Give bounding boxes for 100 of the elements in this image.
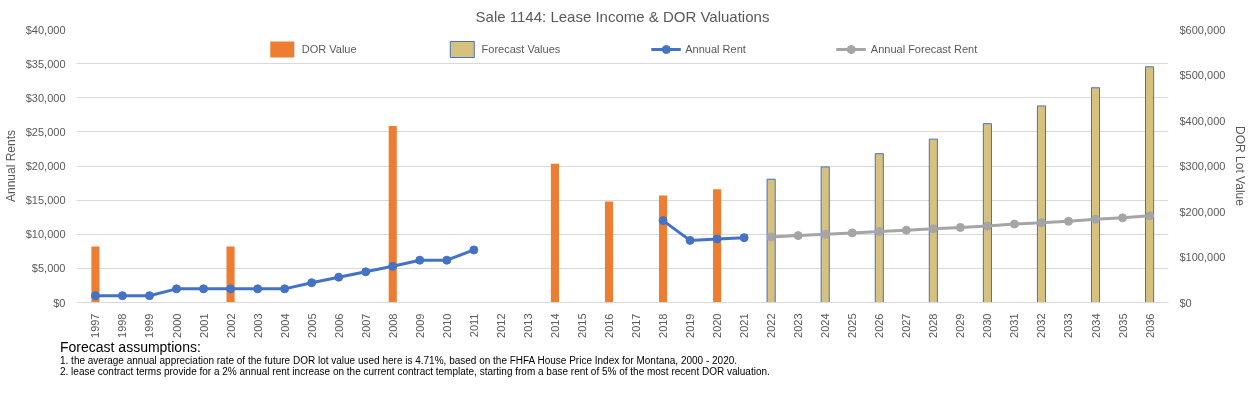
y2-tick-label: $100,000: [1179, 251, 1226, 263]
x-tick-label: 2031: [1008, 313, 1021, 338]
bar: [982, 123, 992, 303]
bar: [820, 166, 830, 303]
point: [928, 224, 938, 234]
y2-tick-label: $0: [1179, 296, 1192, 309]
x-tick-label: 2002: [224, 313, 237, 338]
x-tick-label: 2019: [684, 313, 697, 338]
legend-label: Annual Forecast Rent: [870, 43, 978, 55]
point: [1063, 216, 1073, 226]
x-tick-label: 2015: [575, 313, 588, 338]
point: [1036, 218, 1046, 228]
y-tick-label: $40,000: [25, 23, 66, 36]
point: [658, 216, 668, 226]
bar: [713, 189, 722, 303]
point: [766, 232, 776, 242]
x-tick-label: 2010: [440, 313, 453, 338]
text: 1. the average annual appreciation rate of the future DOR lot value used here is 4.71%, based on the FHFA House Price Index for Montana, 2000 - 2020.: [60, 355, 738, 367]
x-tick-label: 2036: [1143, 313, 1156, 338]
x-tick-label: 1999: [143, 313, 156, 338]
bar: [766, 178, 776, 303]
point: [820, 229, 830, 239]
x-tick-label: 2035: [1116, 313, 1129, 338]
y2-axis-title: DOR Lot Value: [1233, 126, 1248, 207]
point: [415, 255, 425, 265]
bar: [658, 195, 668, 303]
x-tick-label: 2030: [981, 313, 994, 338]
y2-tick-label: $600,000: [1179, 23, 1226, 36]
x-tick-label: 2001: [197, 313, 210, 338]
point: [685, 235, 695, 245]
x-tick-label: 2023: [792, 313, 805, 338]
bar: [604, 201, 614, 303]
point: [712, 234, 722, 244]
bar: [928, 138, 938, 303]
y-tick-label: $0: [53, 296, 66, 309]
y-axis-title: Annual Rents: [3, 129, 18, 203]
x-tick-label: 2029: [954, 313, 967, 338]
point: [1145, 211, 1155, 221]
point: [90, 291, 100, 301]
point: [199, 284, 209, 294]
x-tick-label: 2025: [846, 313, 859, 338]
y-tick-label: $35,000: [25, 57, 66, 70]
x-tick-label: 2008: [386, 313, 399, 338]
y-tick-label: $10,000: [25, 228, 66, 241]
x-tick-label: 2021: [738, 313, 751, 338]
x-tick-label: 2032: [1035, 313, 1048, 338]
y-tick-label: $15,000: [25, 194, 66, 207]
text: Forecast assumptions:: [60, 339, 201, 356]
x-tick-label: 1998: [116, 313, 129, 338]
x-tick-label: 2000: [170, 313, 183, 338]
x-tick-label: 2026: [873, 313, 886, 338]
y-tick-label: $25,000: [25, 125, 66, 138]
point: [307, 278, 317, 288]
y2-tick-label: $200,000: [1179, 205, 1226, 218]
x-tick-label: 2024: [819, 313, 832, 338]
point: [117, 291, 127, 301]
point: [955, 222, 965, 232]
y2-tick-label: $400,000: [1179, 114, 1226, 127]
x-tick-label: 2028: [927, 313, 940, 338]
x-tick-label: 2022: [765, 313, 778, 338]
x-tick-label: 2011: [467, 313, 480, 338]
legend-label: Forecast Values: [481, 43, 561, 55]
y-tick-label: $20,000: [25, 160, 66, 172]
legend-label: Annual Rent: [685, 43, 746, 55]
x-tick-label: 2014: [548, 313, 561, 338]
point: [280, 284, 290, 294]
point: [226, 284, 236, 294]
x-tick-label: 2018: [657, 313, 670, 338]
legend-label: DOR Value: [301, 43, 357, 55]
y-tick-label: $5,000: [31, 262, 66, 275]
point: [1009, 219, 1019, 229]
x-tick-label: 2004: [278, 313, 291, 338]
bar: [1145, 66, 1155, 303]
x-tick-label: 2034: [1089, 313, 1102, 338]
x-tick-label: 2005: [305, 313, 318, 338]
x-tick-label: 1997: [89, 313, 102, 338]
x-tick-label: 2027: [900, 313, 913, 338]
chart-title: Sale 1144: Lease Income & DOR Valuations: [475, 7, 770, 25]
x-tick-label: 2006: [332, 313, 345, 338]
bar: [874, 153, 884, 303]
point: [334, 272, 344, 282]
text: 2. lease contract terms provide for a 2% annual rent increase on the current contract template, starting from a base rent of 5% of the most recent DOR valuation.: [60, 366, 770, 378]
point: [361, 267, 371, 277]
point: [442, 255, 452, 265]
bar: [1090, 87, 1101, 303]
point: [1091, 214, 1101, 224]
bar: [1036, 105, 1047, 303]
point: [874, 227, 884, 237]
x-tick-label: 2017: [630, 313, 643, 338]
x-tick-label: 2033: [1062, 313, 1075, 338]
bar: [550, 163, 559, 303]
y2-tick-label: $500,000: [1179, 69, 1226, 81]
x-tick-label: 2016: [602, 313, 615, 338]
x-tick-label: 2009: [413, 313, 426, 338]
point: [982, 221, 992, 231]
x-tick-label: 2012: [494, 313, 507, 338]
x-tick-label: 2013: [521, 313, 534, 338]
point: [172, 284, 182, 294]
point: [253, 284, 263, 294]
x-tick-label: 2007: [359, 313, 372, 338]
